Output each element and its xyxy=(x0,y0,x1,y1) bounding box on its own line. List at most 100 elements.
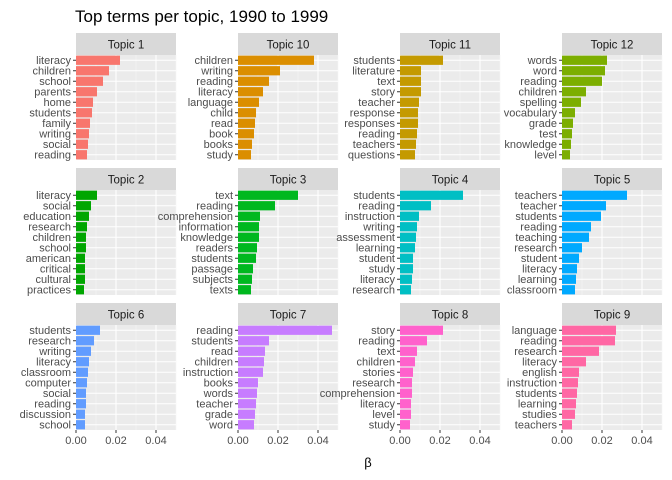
bar xyxy=(76,201,91,211)
facet-strip xyxy=(400,303,500,325)
term-label: social xyxy=(43,388,71,400)
bar xyxy=(238,139,252,149)
bar xyxy=(76,388,86,398)
term-label: responses xyxy=(344,118,395,130)
bar xyxy=(562,346,599,356)
facet-panel: Topic 2 literacysocialeducationresearchch… xyxy=(23,168,177,297)
term-label: instruction xyxy=(345,211,395,223)
bar xyxy=(562,399,576,409)
facet-strip-label: Topic 12 xyxy=(591,40,634,52)
term-label: knowledge xyxy=(180,232,233,244)
term-label: parents xyxy=(34,87,71,99)
bar xyxy=(400,346,417,356)
term-label: cultural xyxy=(36,274,71,286)
facet-strip xyxy=(562,303,662,325)
x-axis-title: β xyxy=(364,455,371,470)
term-label: story xyxy=(371,87,395,99)
bar xyxy=(238,388,257,398)
term-label: information xyxy=(179,222,233,234)
term-label: children xyxy=(32,66,71,78)
term-label: students xyxy=(353,55,395,67)
bar xyxy=(238,211,260,221)
term-label: reading xyxy=(196,201,233,213)
bar xyxy=(562,150,570,160)
facet-strip-label: Topic 8 xyxy=(432,310,468,322)
bar xyxy=(400,201,431,211)
term-label: words xyxy=(527,55,558,67)
bar xyxy=(238,87,263,97)
bar xyxy=(238,129,254,139)
bar xyxy=(400,232,416,242)
term-label: books xyxy=(204,139,234,151)
term-label: study xyxy=(369,420,396,432)
term-label: instruction xyxy=(507,378,557,390)
bar xyxy=(562,139,571,149)
facet-strip xyxy=(238,168,338,190)
term-label: child xyxy=(210,108,233,120)
term-label: spelling xyxy=(520,97,557,109)
term-label: students xyxy=(191,336,233,348)
bar xyxy=(76,66,109,76)
term-label: read xyxy=(211,346,233,358)
term-label: language xyxy=(512,325,557,337)
bar xyxy=(238,409,255,419)
term-label: practices xyxy=(27,285,72,297)
facet-panel: Topic 8 storyreadingtextchildrenstoriesre… xyxy=(320,303,501,447)
facet-panels: Topic 1literacychildrenschoolparentshome… xyxy=(20,33,663,447)
facet-panel: Topic 3 textreadingcomprehensioninformati… xyxy=(158,168,339,297)
term-label: literacy xyxy=(36,55,71,67)
term-label: read xyxy=(211,118,233,130)
facet-panel: Topic 9 languagereadingresearchliteracyen… xyxy=(507,303,663,447)
bar xyxy=(562,325,616,335)
bar xyxy=(238,97,259,107)
x-tick-label: 0.02 xyxy=(105,435,126,447)
bar xyxy=(76,378,87,388)
term-label: students xyxy=(515,211,557,223)
bar xyxy=(400,118,418,128)
facet-strip xyxy=(238,303,338,325)
bar xyxy=(562,97,581,107)
term-label: text xyxy=(377,76,395,88)
term-label: comprehension xyxy=(320,388,395,400)
facet-panel: Topic 4 studentsreadinginstructionwriting… xyxy=(336,168,501,297)
bar xyxy=(76,357,89,367)
bar xyxy=(400,211,419,221)
term-label: texts xyxy=(210,285,234,297)
bar xyxy=(76,274,85,284)
bar xyxy=(76,190,97,200)
bar xyxy=(238,55,314,65)
bar xyxy=(562,66,605,76)
bar xyxy=(400,253,413,263)
facet-strip-label: Topic 3 xyxy=(270,175,306,187)
bar xyxy=(76,76,103,86)
chart-title: Top terms per topic, 1990 to 1999 xyxy=(75,7,328,26)
bar xyxy=(562,336,615,346)
x-tick-label: 0.00 xyxy=(551,435,572,447)
term-label: children xyxy=(32,232,71,244)
facet-strip-label: Topic 4 xyxy=(432,175,469,187)
facet-strip xyxy=(76,33,176,55)
bar xyxy=(400,264,413,274)
term-label: words xyxy=(203,388,234,400)
term-label: literacy xyxy=(198,87,233,99)
term-label: student xyxy=(359,253,395,265)
term-label: writing xyxy=(200,66,233,78)
x-tick-label: 0.02 xyxy=(267,435,288,447)
term-label: story xyxy=(371,325,395,337)
bar xyxy=(562,388,577,398)
term-label: vocabulary xyxy=(504,108,558,120)
bar xyxy=(400,139,416,149)
facet-strip xyxy=(562,33,662,55)
term-label: writing xyxy=(38,346,71,358)
x-tick-label: 0.04 xyxy=(145,435,166,447)
term-label: literature xyxy=(352,66,395,78)
term-label: passage xyxy=(191,264,233,276)
facet-strip xyxy=(400,33,500,55)
x-tick-label: 0.00 xyxy=(65,435,86,447)
panel-background xyxy=(76,190,176,295)
term-label: teacher xyxy=(196,399,233,411)
bar xyxy=(562,108,575,118)
term-label: children xyxy=(356,357,395,369)
bar xyxy=(400,190,463,200)
bar xyxy=(562,76,602,86)
